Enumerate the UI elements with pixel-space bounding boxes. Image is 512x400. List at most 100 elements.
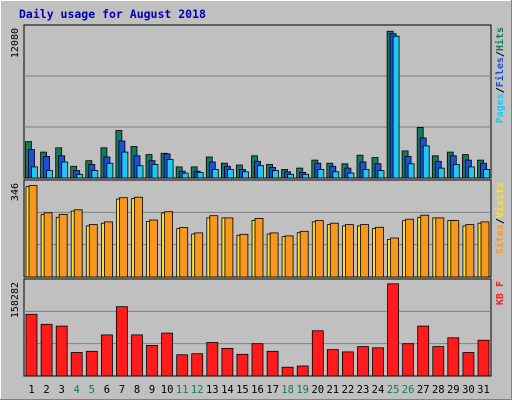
bar-sites-sites-day-25 bbox=[390, 237, 400, 278]
bar-sites-sites-day-11 bbox=[179, 227, 189, 278]
x-tick-day-21: 21 bbox=[326, 384, 339, 396]
x-tick-day-1: 1 bbox=[28, 384, 34, 396]
bar-sites-sites-day-14 bbox=[224, 217, 234, 278]
bar-kbytes-kbytes-day-23 bbox=[357, 346, 369, 377]
bar-hits-pages-day-15 bbox=[241, 171, 249, 179]
x-tick-day-13: 13 bbox=[206, 384, 219, 396]
bar-kbytes-kbytes-day-27 bbox=[417, 325, 430, 377]
bar-sites-sites-day-17 bbox=[269, 232, 279, 278]
bar-sites-sites-day-23 bbox=[360, 224, 369, 278]
bar-kbytes-kbytes-day-10 bbox=[161, 332, 174, 377]
legend-entry: Visits bbox=[494, 182, 506, 218]
x-tick-day-31: 31 bbox=[477, 384, 490, 396]
bar-kbytes-kbytes-day-11 bbox=[176, 354, 189, 377]
legend-entry: KB bbox=[495, 293, 506, 305]
legend-entry: / bbox=[495, 218, 506, 224]
bar-sites-sites-day-20 bbox=[314, 220, 324, 278]
legend-entry: Sites bbox=[494, 224, 506, 254]
x-tick-day-25: 25 bbox=[387, 384, 400, 396]
bar-hits-pages-day-26 bbox=[407, 163, 415, 179]
bar-kbytes-kbytes-day-6 bbox=[101, 334, 113, 377]
bar-hits-pages-day-4 bbox=[76, 173, 84, 179]
bar-sites-sites-day-26 bbox=[405, 218, 415, 278]
bar-kbytes-kbytes-day-14 bbox=[221, 347, 234, 377]
bar-sites-sites-day-18 bbox=[284, 235, 294, 278]
bar-hits-pages-day-5 bbox=[91, 170, 99, 179]
bar-hits-pages-day-31 bbox=[483, 168, 490, 179]
legend-entry: Pages bbox=[495, 93, 506, 123]
bar-sites-sites-day-9 bbox=[149, 219, 158, 278]
bar-sites-sites-day-12 bbox=[194, 232, 204, 278]
bar-sites-sites-day-16 bbox=[254, 217, 264, 278]
bar-kbytes-kbytes-day-1 bbox=[25, 313, 38, 377]
bar-hits-pages-day-1 bbox=[31, 166, 38, 179]
bar-hits-pages-day-30 bbox=[467, 166, 475, 179]
x-tick-day-23: 23 bbox=[357, 384, 370, 396]
bar-kbytes-kbytes-day-17 bbox=[266, 350, 279, 377]
bar-kbytes-kbytes-day-19 bbox=[296, 365, 309, 377]
bar-sites-sites-day-7 bbox=[119, 197, 128, 278]
bar-kbytes-kbytes-day-15 bbox=[236, 353, 249, 377]
x-tick-day-7: 7 bbox=[119, 384, 125, 396]
bar-kbytes-kbytes-day-13 bbox=[206, 342, 219, 377]
bar-sites-sites-day-1 bbox=[28, 185, 38, 278]
legend-hits: Pages/Files/Hits bbox=[494, 27, 506, 123]
bar-sites-sites-day-4 bbox=[73, 209, 83, 278]
x-tick-day-2: 2 bbox=[43, 384, 49, 396]
x-tick-day-6: 6 bbox=[104, 384, 110, 396]
bar-sites-sites-day-21 bbox=[329, 222, 339, 278]
bar-hits-pages-day-3 bbox=[61, 161, 69, 179]
bar-hits-pages-day-25 bbox=[392, 35, 400, 179]
x-tick-day-26: 26 bbox=[402, 384, 415, 396]
bar-hits-pages-day-11 bbox=[181, 172, 189, 179]
chart-title: Daily usage for August 2018 bbox=[19, 7, 206, 21]
bar-kbytes-kbytes-day-8 bbox=[131, 334, 143, 377]
legend-entry: F bbox=[495, 281, 506, 293]
bar-kbytes-kbytes-day-28 bbox=[432, 346, 445, 377]
bar-kbytes-kbytes-day-2 bbox=[40, 323, 53, 377]
x-tick-day-4: 4 bbox=[74, 384, 80, 396]
bar-kbytes-kbytes-day-16 bbox=[251, 343, 264, 377]
bar-hits-pages-day-14 bbox=[226, 168, 234, 179]
x-tick-day-28: 28 bbox=[432, 384, 445, 396]
x-tick-day-9: 9 bbox=[149, 384, 155, 396]
bar-kbytes-kbytes-day-21 bbox=[326, 349, 339, 377]
bar-hits-pages-day-17 bbox=[272, 170, 280, 179]
bar-hits-pages-day-2 bbox=[46, 170, 53, 179]
y-max-label: 346 bbox=[10, 183, 21, 201]
bar-kbytes-kbytes-day-7 bbox=[116, 306, 128, 377]
bar-kbytes-kbytes-day-25 bbox=[387, 283, 400, 377]
bar-kbytes-kbytes-day-30 bbox=[462, 352, 475, 377]
x-tick-day-24: 24 bbox=[372, 384, 385, 396]
legend-kbytes: KB F bbox=[495, 281, 506, 305]
bar-sites-sites-day-22 bbox=[344, 224, 354, 278]
bar-hits-pages-day-21 bbox=[332, 171, 340, 179]
x-tick-day-11: 11 bbox=[176, 384, 189, 396]
x-tick-day-20: 20 bbox=[311, 384, 324, 396]
x-tick-day-10: 10 bbox=[161, 384, 174, 396]
bar-hits-pages-day-6 bbox=[106, 162, 114, 179]
x-tick-day-3: 3 bbox=[59, 384, 65, 396]
bar-kbytes-kbytes-day-24 bbox=[372, 347, 384, 377]
bar-hits-pages-day-22 bbox=[347, 172, 355, 179]
x-tick-day-8: 8 bbox=[134, 384, 140, 396]
bar-hits-pages-day-18 bbox=[287, 173, 295, 179]
bar-sites-sites-day-5 bbox=[88, 224, 98, 278]
bar-sites-sites-day-15 bbox=[239, 233, 249, 278]
bar-sites-sites-day-10 bbox=[164, 211, 174, 278]
legend-entry: Hits bbox=[494, 27, 506, 51]
x-tick-day-15: 15 bbox=[236, 384, 249, 396]
bar-kbytes-kbytes-day-3 bbox=[55, 325, 68, 377]
bar-kbytes-kbytes-day-31 bbox=[477, 339, 490, 377]
bar-sites-sites-day-3 bbox=[58, 213, 68, 278]
bar-hits-pages-day-8 bbox=[136, 165, 144, 179]
panel-sites: 346 Sites/Visits bbox=[10, 179, 506, 278]
x-tick-day-22: 22 bbox=[342, 384, 355, 396]
y-max-label: 12080 bbox=[10, 28, 21, 58]
x-tick-day-12: 12 bbox=[191, 384, 204, 396]
legend-entry: Files bbox=[494, 57, 506, 87]
legend-sites: Sites/Visits bbox=[494, 182, 506, 254]
bar-kbytes-kbytes-day-18 bbox=[281, 366, 294, 377]
y-max-label: 158282 bbox=[10, 282, 21, 318]
